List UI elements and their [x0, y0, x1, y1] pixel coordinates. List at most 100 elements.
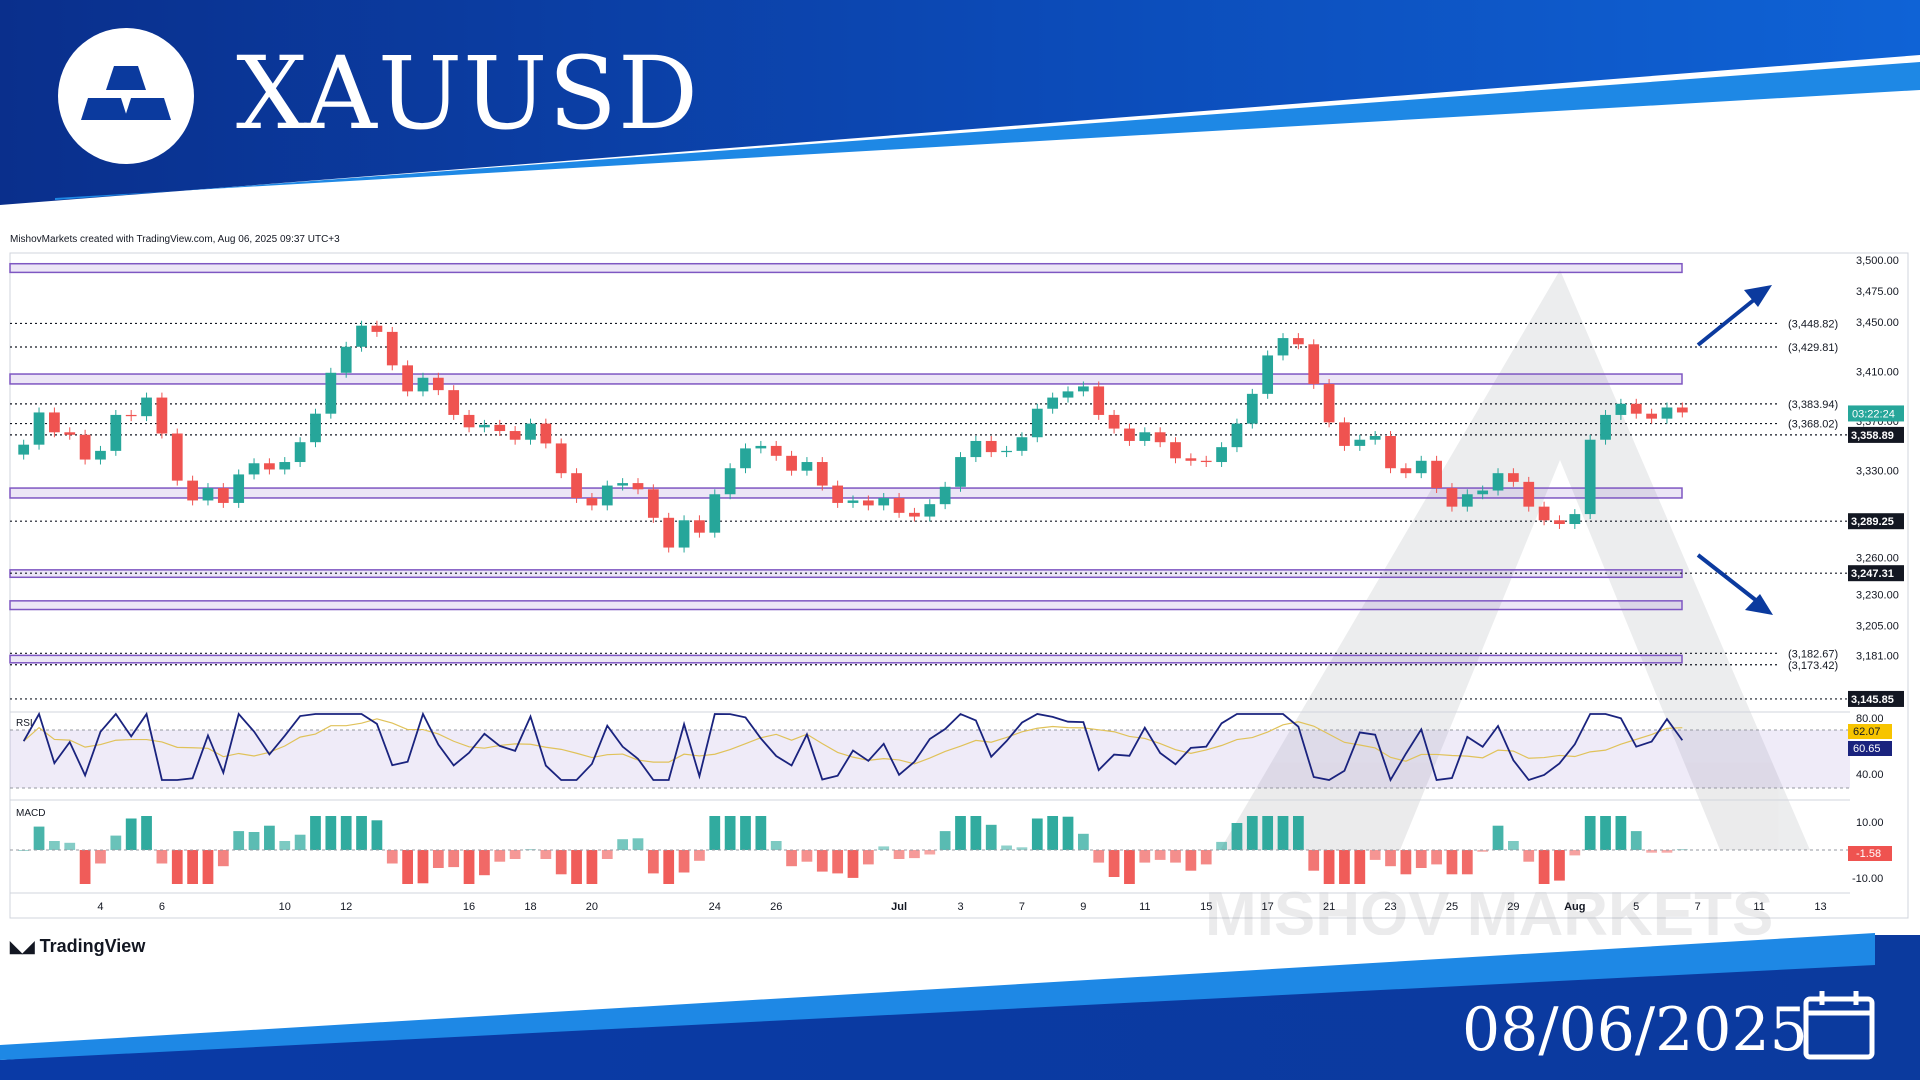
macd-bar — [1508, 841, 1519, 850]
candle — [1016, 437, 1028, 451]
macd-bar — [1584, 816, 1596, 850]
time-tick: 6 — [159, 901, 165, 913]
macd-bar — [1093, 850, 1105, 863]
macd-bar — [248, 832, 260, 850]
candle — [1001, 450, 1012, 453]
rsi-label: RSI — [16, 718, 33, 729]
candle — [1508, 473, 1519, 482]
time-tick: 15 — [1200, 901, 1212, 913]
candle — [1369, 436, 1381, 440]
candle — [586, 497, 598, 506]
gold-bars-icon — [81, 66, 171, 120]
candle — [1646, 413, 1657, 419]
macd-bar — [724, 816, 736, 850]
candle — [740, 448, 751, 469]
macd-bar — [64, 842, 76, 850]
candle — [294, 442, 306, 463]
tradingview-brand: TradingView — [39, 936, 146, 956]
macd-bar — [786, 850, 797, 867]
time-tick: 9 — [1080, 901, 1086, 913]
candle — [939, 486, 951, 505]
candle — [678, 520, 690, 548]
candle — [1308, 344, 1320, 384]
macd-bar — [1016, 847, 1028, 850]
macd-bar — [1646, 850, 1657, 853]
time-tick: 12 — [340, 901, 352, 913]
candle — [202, 488, 214, 501]
macd-label: MACD — [16, 808, 45, 819]
time-tick: 7 — [1695, 901, 1701, 913]
candle — [156, 397, 168, 434]
candle — [1154, 432, 1166, 443]
candle — [248, 463, 260, 475]
candle — [1477, 490, 1489, 495]
candle — [33, 412, 45, 445]
time-tick: 5 — [1633, 901, 1639, 913]
macd-bar — [1262, 816, 1274, 850]
report-date: 08/06/2025 — [1462, 995, 1808, 1065]
candle — [1446, 488, 1458, 507]
time-tick: 7 — [1019, 901, 1025, 913]
macd-bar — [878, 846, 890, 850]
time-tick: 23 — [1384, 901, 1396, 913]
macd-bar — [1047, 816, 1059, 850]
macd-bar — [694, 850, 705, 861]
macd-bar — [1246, 816, 1258, 850]
candle — [985, 440, 997, 453]
candle — [325, 372, 337, 414]
candle — [448, 390, 460, 415]
time-tick: Jul — [891, 901, 907, 913]
macd-bar — [1154, 850, 1166, 860]
watermark: MISHOV MARKETS — [1205, 270, 1810, 935]
macd-bar — [1400, 850, 1412, 875]
sr-zone — [9, 373, 1683, 385]
macd-tick: -10.00 — [1852, 873, 1883, 885]
candle — [171, 433, 183, 481]
bearish-arrow-shaft — [1696, 553, 1764, 607]
macd-bar — [156, 850, 168, 864]
macd-bar — [463, 850, 475, 884]
candle — [310, 413, 321, 443]
candle — [1031, 408, 1043, 438]
macd-bar — [479, 850, 490, 876]
candle — [1339, 422, 1350, 446]
candle — [525, 423, 536, 440]
bullish-arrow-head — [1744, 285, 1772, 307]
macd-bar — [233, 831, 245, 850]
candle — [909, 512, 920, 517]
candle — [1093, 386, 1105, 415]
level-badge — [1848, 690, 1904, 707]
macd-bar — [1323, 850, 1335, 884]
macd-bar — [1369, 850, 1381, 860]
time-tick: 24 — [709, 901, 721, 913]
candle — [878, 497, 890, 506]
level-badge — [1848, 426, 1904, 443]
sr-zone — [9, 654, 1683, 664]
macd-bar — [310, 816, 321, 850]
level-badge — [1848, 565, 1904, 582]
macd-bar — [647, 850, 659, 874]
watermark-text: MISHOV MARKETS — [1205, 880, 1773, 935]
macd-bar — [1108, 850, 1120, 877]
macd-bar — [1554, 850, 1565, 881]
macd-bar — [755, 816, 767, 850]
level-badge-label: 3,247.31 — [1851, 568, 1894, 580]
macd-bar — [985, 824, 997, 850]
candle — [601, 485, 613, 506]
candle — [1492, 473, 1504, 491]
time-tick: 16 — [463, 901, 475, 913]
price-tick: 3,475.00 — [1856, 286, 1899, 298]
macd-bar — [1354, 850, 1366, 884]
macd-bar — [448, 850, 460, 868]
candle — [555, 443, 567, 474]
candle — [1170, 442, 1181, 459]
rsi-ma-badge — [1848, 724, 1892, 739]
macd-bar — [1538, 850, 1550, 884]
candle — [1569, 514, 1581, 524]
time-tick: 3 — [957, 901, 963, 913]
chart-credit: MishovMarkets created with TradingView.c… — [10, 234, 340, 245]
candle — [724, 468, 736, 495]
candle — [371, 325, 383, 332]
price-tick: 3,230.00 — [1856, 590, 1899, 602]
